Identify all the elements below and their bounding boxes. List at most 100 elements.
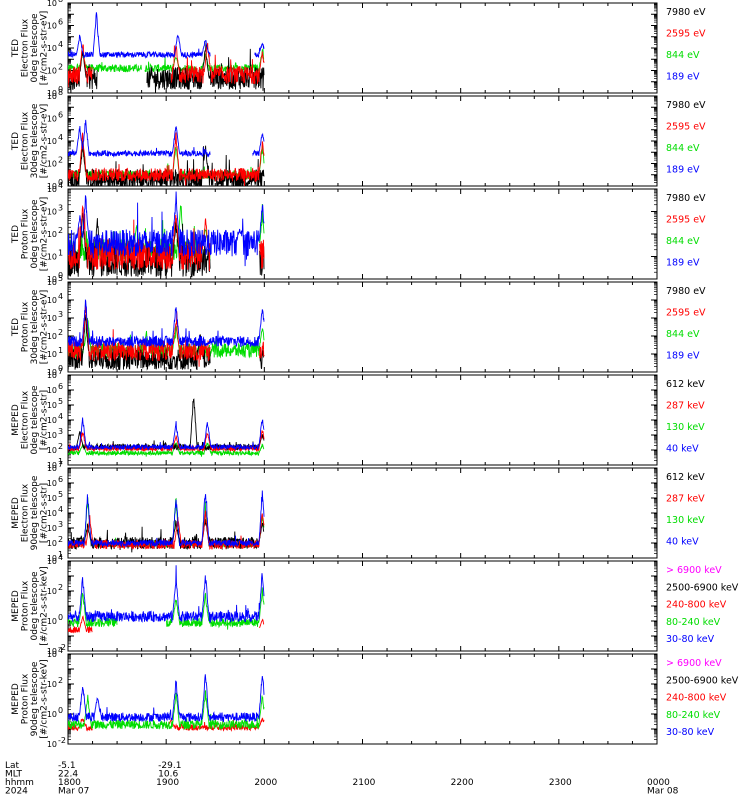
- legend-entry: > 6900 keV: [666, 658, 722, 669]
- y-tick-label: 10: [47, 332, 57, 341]
- y-tick-exponent: 0: [58, 178, 63, 187]
- ylabel-line: Electron Flux: [21, 18, 31, 77]
- legend-entry: 189 eV: [666, 257, 700, 268]
- y-tick-exponent: 7: [58, 367, 63, 376]
- x-tick-label: 2000: [254, 778, 277, 788]
- series-line-green: [68, 442, 265, 457]
- ylabel-line: 0deg telescope: [30, 571, 40, 641]
- y-tick-exponent: 5: [58, 274, 63, 283]
- y-tick-label: 10: [47, 275, 57, 284]
- y-tick-label: 10: [47, 89, 57, 98]
- x-row-label: MLT: [5, 770, 23, 780]
- series-line-green: [68, 587, 265, 630]
- ylabel-line: 0deg telescope: [30, 385, 40, 455]
- panel-ylabel: TEDProton Flux0deg telescope[#/cm2-s-str…: [11, 197, 50, 272]
- y-tick-exponent: 4: [58, 553, 63, 562]
- ylabel-line: MEPED: [11, 683, 21, 715]
- ylabel-line: [#/cm2-s-str-keV]: [40, 566, 50, 645]
- y-tick-exponent: 3: [58, 204, 63, 213]
- ylabel-line: 0deg telescope: [30, 199, 40, 269]
- panel-series-group: [68, 490, 265, 553]
- y-tick-label: 10: [47, 554, 57, 563]
- y-tick-exponent: 2: [58, 442, 63, 451]
- legend-entry: 844 eV: [666, 329, 700, 340]
- series-line-blue: [68, 191, 265, 267]
- y-tick-exponent: 1: [58, 346, 63, 355]
- legend-entry: 189 eV: [666, 71, 700, 82]
- y-tick-label: 10: [47, 680, 57, 689]
- legend-entry: 287 keV: [666, 493, 705, 504]
- series-line-black: [68, 140, 265, 186]
- ylabel-line: MEPED: [11, 404, 21, 436]
- legend-entry: 844 eV: [666, 143, 700, 154]
- y-tick-label: 10: [47, 350, 57, 359]
- y-tick-label: 10: [47, 371, 57, 380]
- y-tick-label: 10: [47, 557, 57, 566]
- y-tick-label: 10: [47, 650, 57, 659]
- y-tick-label: 10: [47, 386, 57, 395]
- y-tick-exponent: 3: [58, 520, 63, 529]
- y-tick-label: 10: [47, 617, 57, 626]
- legend-entry: 130 keV: [666, 515, 705, 526]
- legend-entry: 2595 eV: [666, 214, 706, 225]
- ylabel-line: [#/cm2-s-str-eV]: [40, 290, 50, 365]
- legend-entry: 844 eV: [666, 50, 700, 61]
- y-tick-label: 10: [47, 368, 57, 377]
- x-tick-label: 1800: [58, 778, 81, 788]
- ylabel-line: MEPED: [11, 590, 21, 622]
- y-tick-exponent: 4: [58, 412, 63, 421]
- y-tick-label: 10: [47, 314, 57, 323]
- y-tick-label: 10: [47, 296, 57, 305]
- series-line-blue: [68, 12, 265, 60]
- y-tick-exponent: 4: [58, 133, 63, 142]
- y-tick-label: 10: [47, 278, 57, 287]
- x-row-label: Lat: [5, 761, 20, 771]
- ylabel-line: Proton Flux: [21, 208, 31, 259]
- series-line-blue: [68, 299, 265, 349]
- y-tick-exponent: 3: [58, 310, 63, 319]
- panel-ylabel: MEPEDProton Flux90deg telescope[#/cm2-s-…: [11, 659, 50, 738]
- y-tick-exponent: 5: [58, 490, 63, 499]
- legend-entry: 240-800 keV: [666, 600, 727, 611]
- legend-entry: 7980 eV: [666, 100, 706, 111]
- y-tick-label: 10: [47, 208, 57, 217]
- y-tick-exponent: 1: [58, 550, 63, 559]
- y-tick-exponent: 0: [58, 271, 63, 280]
- legend-entry: 189 eV: [666, 164, 700, 175]
- legend-entry: 130 keV: [666, 422, 705, 433]
- legend-entry: 30-80 keV: [666, 634, 715, 645]
- panel-ylabel: TEDElectron Flux0deg telescope[#/cm2-s-s…: [11, 11, 50, 86]
- series-line-red: [68, 132, 265, 186]
- y-tick-exponent: 4: [58, 40, 63, 49]
- x-tick-label: 2300: [549, 778, 572, 788]
- ylabel-line: [#/cm2-s-str]: [40, 483, 50, 543]
- y-tick-label: 10: [47, 461, 57, 470]
- series-line-blue: [68, 674, 265, 723]
- ylabel-line: MEPED: [11, 497, 21, 529]
- legend-entry: 240-800 keV: [666, 693, 727, 704]
- legend-entry: 2595 eV: [666, 28, 706, 39]
- legend-entry: 40 keV: [666, 536, 699, 547]
- y-tick-exponent: 4: [58, 505, 63, 514]
- panel-frame: [67, 281, 658, 373]
- panel-series-group: [68, 119, 265, 186]
- ylabel-line: 30deg telescope: [30, 289, 40, 364]
- ylabel-line: [#/cm2-s-str]: [40, 390, 50, 450]
- y-tick-exponent: 8: [58, 0, 63, 4]
- ylabel-line: [#/cm2-s-str-keV]: [40, 659, 50, 738]
- y-tick-exponent: 2: [58, 583, 63, 592]
- mlt-value: 22.4: [58, 770, 78, 780]
- y-tick-exponent: 4: [58, 292, 63, 301]
- lat-value: -5.1: [58, 761, 76, 771]
- legend-entry: 7980 eV: [666, 7, 706, 18]
- ylabel-line: Proton Flux: [21, 673, 31, 724]
- panel-series-group: [68, 674, 265, 732]
- y-tick-label: 10: [47, 509, 57, 518]
- x-tick-label: 2100: [353, 778, 376, 788]
- date-start-label: Mar 07: [58, 787, 89, 797]
